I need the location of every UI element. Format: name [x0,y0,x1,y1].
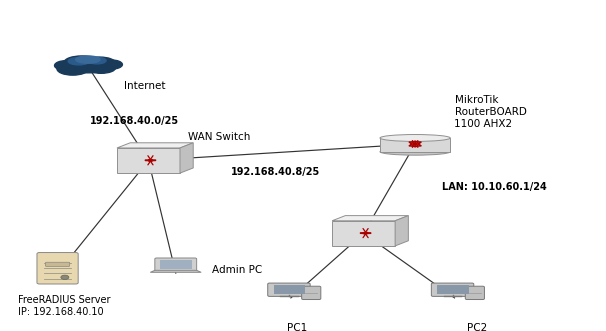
FancyBboxPatch shape [465,286,484,300]
FancyBboxPatch shape [274,285,305,294]
FancyBboxPatch shape [37,253,78,284]
Text: MikroTik
RouterBOARD
1100 AHX2: MikroTik RouterBOARD 1100 AHX2 [454,95,527,129]
FancyBboxPatch shape [438,285,468,294]
Ellipse shape [55,61,79,71]
Text: LAN: 10.10.60.1/24: LAN: 10.10.60.1/24 [442,182,547,192]
Text: PC1: PC1 [287,323,307,331]
Ellipse shape [66,62,110,73]
Polygon shape [395,215,408,246]
Text: FreeRADIUS Server
IP: 192.168.40.10: FreeRADIUS Server IP: 192.168.40.10 [18,295,111,316]
Ellipse shape [57,63,88,75]
FancyBboxPatch shape [302,286,321,300]
Circle shape [61,275,69,279]
FancyBboxPatch shape [431,283,474,296]
FancyBboxPatch shape [45,262,70,266]
Polygon shape [117,143,193,148]
Text: PC2: PC2 [467,323,487,331]
Ellipse shape [380,148,450,155]
Text: 192.168.40.8/25: 192.168.40.8/25 [231,167,321,177]
Ellipse shape [380,134,450,141]
Polygon shape [117,148,180,173]
Ellipse shape [76,56,100,63]
Polygon shape [332,215,408,221]
FancyBboxPatch shape [160,260,191,269]
Ellipse shape [85,57,115,69]
Ellipse shape [68,58,90,65]
Ellipse shape [64,56,99,69]
Polygon shape [332,221,395,246]
Text: 192.168.40.0/25: 192.168.40.0/25 [90,116,179,126]
Polygon shape [180,143,193,173]
FancyBboxPatch shape [155,258,196,271]
Text: Admin PC: Admin PC [212,265,262,275]
Ellipse shape [88,57,106,64]
Polygon shape [380,138,450,152]
Text: WAN Switch: WAN Switch [188,132,250,142]
Text: Internet: Internet [124,81,165,91]
Ellipse shape [87,62,116,73]
Polygon shape [150,270,201,272]
Ellipse shape [99,60,122,69]
FancyBboxPatch shape [268,283,310,296]
